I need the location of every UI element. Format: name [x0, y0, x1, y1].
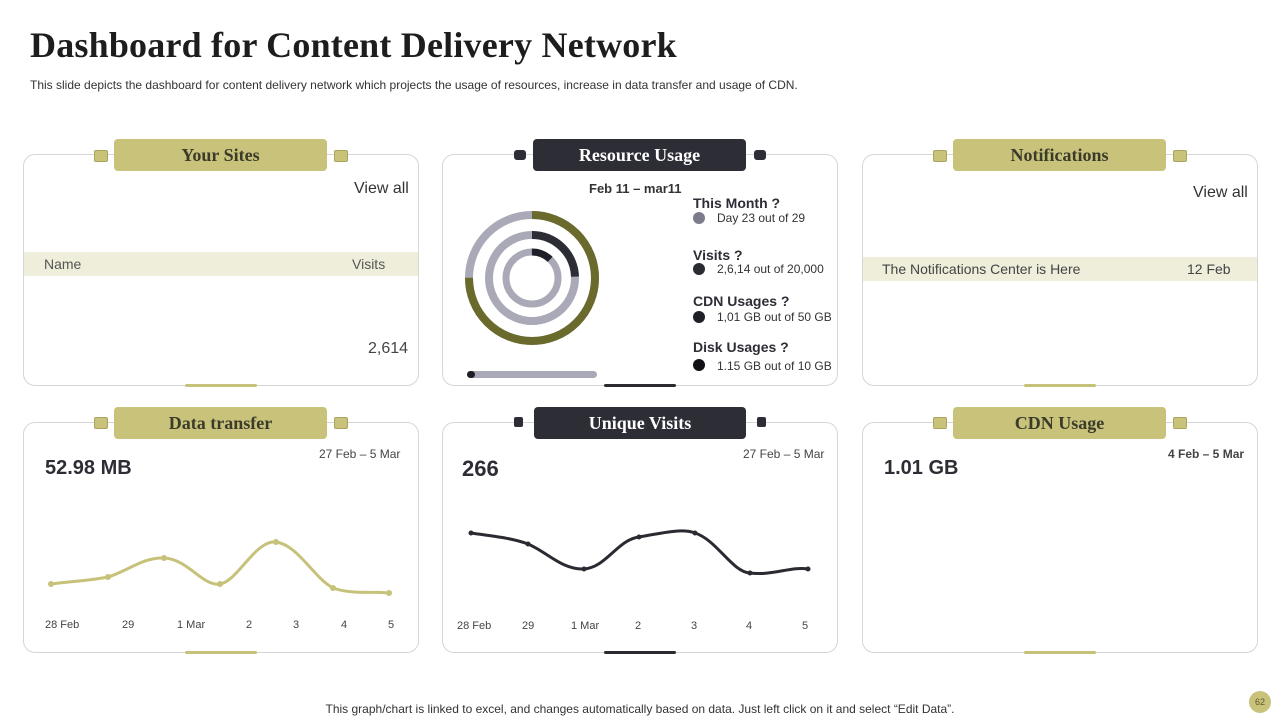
notifications-heading: Notifications	[953, 139, 1166, 171]
visits-label: Visits ?	[693, 247, 743, 263]
x-tick-label: 28 Feb	[457, 620, 492, 632]
data-point	[217, 581, 223, 587]
card-accent-bar	[1024, 384, 1096, 387]
connector-right	[754, 150, 766, 160]
data-point	[105, 574, 111, 580]
cdn-usage-value: 1.01 GB	[884, 457, 959, 479]
data-point	[273, 539, 279, 545]
connector-left	[933, 150, 947, 162]
resource-progress-track	[467, 371, 597, 378]
card-accent-bar	[604, 384, 676, 387]
data-point	[805, 566, 811, 572]
connector-right	[1173, 150, 1187, 162]
unique-visits-heading: Unique Visits	[534, 407, 746, 439]
data-point	[330, 585, 336, 591]
cdn-usage-heading: CDN Usage	[953, 407, 1166, 439]
ring-3-track	[502, 248, 562, 308]
connector-left	[94, 417, 108, 429]
footer-note: This graph/chart is linked to excel, and…	[325, 702, 955, 716]
page-number: 62	[1249, 691, 1271, 713]
cdn-usages-label: CDN Usages ?	[693, 293, 790, 309]
your-sites-heading: Your Sites	[114, 139, 327, 171]
visits-dot	[693, 263, 705, 275]
x-tick-label: 2	[635, 620, 642, 632]
notifications-view-all-link[interactable]: View all	[1193, 184, 1248, 201]
sites-col-visits: Visits	[352, 256, 386, 272]
page-subtitle: This slide depicts the dashboard for con…	[30, 78, 798, 92]
x-tick-label: 29	[122, 619, 135, 631]
data-transfer-line-chart	[48, 539, 392, 596]
data-point	[386, 590, 392, 596]
x-tick-label: 5	[388, 619, 395, 631]
data-transfer-value: 52.98 MB	[45, 457, 132, 479]
ring-2-value	[485, 231, 579, 325]
x-tick-label: 1 Mar	[571, 620, 600, 632]
connector-right	[1173, 417, 1187, 429]
cdn-usages-detail: 1,01 GB out of 50 GB	[717, 310, 832, 324]
data-point	[636, 534, 642, 540]
unique-visits-value: 266	[462, 456, 499, 481]
notification-text: The Notifications Center is Here	[882, 261, 1081, 277]
this-month-detail: Day 23 out of 29	[717, 211, 806, 225]
x-tick-label: 3	[293, 619, 300, 631]
card-accent-bar	[185, 651, 257, 654]
connector-left	[94, 150, 108, 162]
unique-visits-date-range: 27 Feb – 5 Mar	[743, 447, 825, 461]
connector-left	[933, 417, 947, 429]
data-point	[692, 530, 698, 536]
visits-detail: 2,6,14 out of 20,000	[717, 262, 824, 276]
sites-visits-value: 2,614	[368, 340, 409, 357]
sites-col-name: Name	[44, 256, 82, 272]
resource-date-range: Feb 11 – mar11	[589, 181, 682, 196]
data-point	[581, 566, 587, 572]
this-month-label: This Month ?	[693, 195, 781, 211]
x-tick-label: 3	[691, 620, 698, 632]
your-sites-view-all-link[interactable]: View all	[354, 180, 409, 197]
resource-progress-fill	[467, 371, 475, 378]
x-tick-label: 29	[522, 620, 535, 632]
data-transfer-heading: Data transfer	[114, 407, 327, 439]
data-point	[747, 570, 753, 576]
ring-3-value	[502, 248, 562, 308]
connector-left	[514, 150, 526, 160]
card-accent-bar	[604, 651, 676, 654]
connector-right	[757, 417, 766, 427]
x-tick-label: 1 Mar	[177, 619, 206, 631]
data-point	[48, 581, 54, 587]
cdn-usage-date-range: 4 Feb – 5 Mar	[1168, 447, 1245, 461]
disk-usages-detail: 1.15 GB out of 10 GB	[717, 359, 832, 373]
sites-table-header	[24, 252, 418, 276]
cdn-usage-card	[862, 422, 1258, 654]
this-month-dot	[693, 212, 705, 224]
page-title: Dashboard for Content Delivery Network	[30, 25, 677, 65]
data-point	[468, 530, 474, 536]
x-tick-label: 4	[746, 620, 753, 632]
x-tick-label: 28 Feb	[45, 619, 80, 631]
notification-date: 12 Feb	[1187, 261, 1231, 277]
notification-row[interactable]	[863, 257, 1257, 281]
data-transfer-date-range: 27 Feb – 5 Mar	[319, 447, 401, 461]
data-transfer-card	[23, 422, 419, 654]
data-point	[525, 541, 531, 547]
card-accent-bar	[185, 384, 257, 387]
connector-right	[334, 417, 348, 429]
disk-usages-label: Disk Usages ?	[693, 339, 789, 355]
x-tick-label: 5	[802, 620, 809, 632]
connector-left	[514, 417, 523, 427]
resource-usage-heading: Resource Usage	[533, 139, 746, 171]
resource-usage-rings	[465, 211, 599, 345]
x-tick-label: 2	[246, 619, 253, 631]
outer-ring-value	[465, 211, 599, 345]
cdn-usages-dot	[693, 311, 705, 323]
connector-right	[334, 150, 348, 162]
disk-usages-dot	[693, 359, 705, 371]
unique-visits-line-chart	[468, 529, 811, 576]
card-accent-bar	[1024, 651, 1096, 654]
x-tick-label: 4	[341, 619, 348, 631]
data-point	[161, 555, 167, 561]
